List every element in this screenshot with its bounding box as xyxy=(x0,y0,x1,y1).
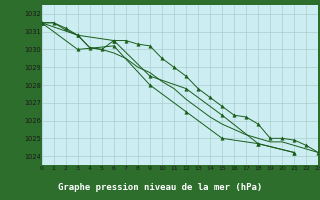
Text: Graphe pression niveau de la mer (hPa): Graphe pression niveau de la mer (hPa) xyxy=(58,184,262,192)
